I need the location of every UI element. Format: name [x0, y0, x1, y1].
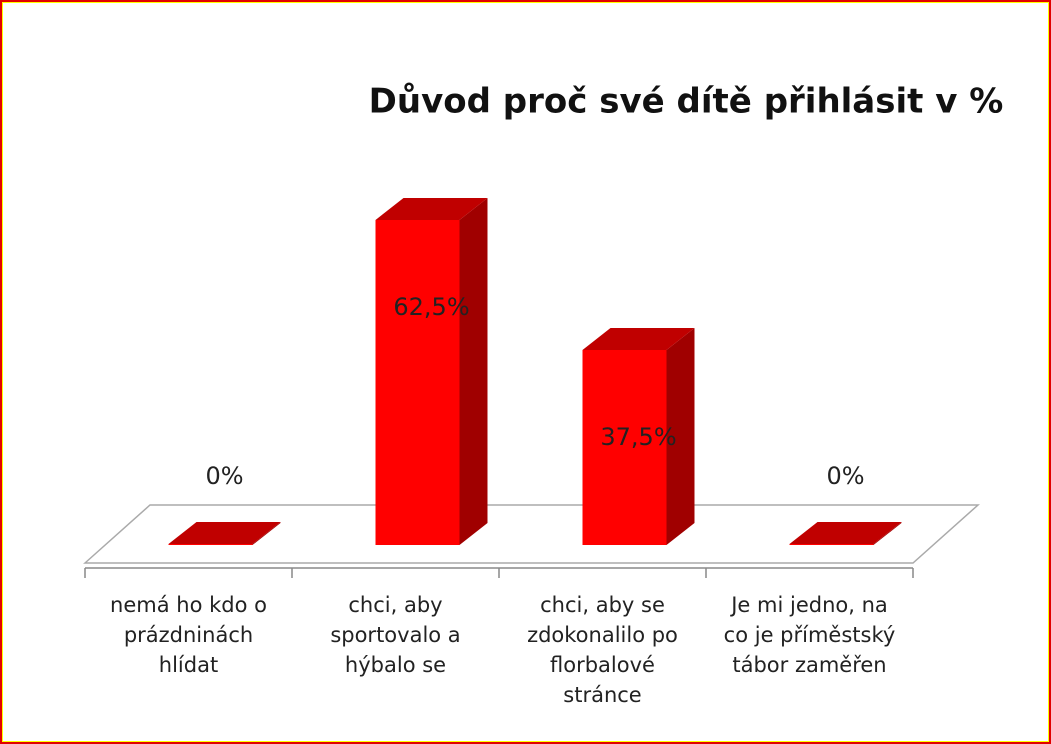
bar-side — [252, 522, 281, 545]
x-tick-label: chci, aby se zdokonalilo po florbalové s… — [527, 593, 678, 707]
data-label: 37,5% — [600, 423, 676, 451]
x-tick-label: Je mi jedno, na co je příměstský tábor z… — [723, 593, 896, 677]
bar — [582, 328, 695, 545]
bar-top — [789, 522, 902, 544]
data-label: 0% — [826, 462, 864, 490]
bar — [789, 522, 902, 545]
bar-front — [375, 220, 460, 545]
bar-top — [168, 522, 281, 544]
x-tick-label: chci, aby sportovalo a hýbalo se — [330, 593, 461, 677]
bar — [168, 522, 281, 545]
bar-front — [168, 544, 253, 545]
bar — [375, 198, 488, 545]
bar-top — [582, 328, 695, 350]
data-label: 62,5% — [393, 293, 469, 321]
bar-top — [375, 198, 488, 220]
chart-title: Důvod proč své dítě přihlásit v % — [369, 82, 1004, 122]
bar-side — [666, 328, 695, 545]
bar-front — [789, 544, 874, 545]
bar-side — [459, 198, 488, 545]
data-label: 0% — [205, 462, 243, 490]
bar-side — [873, 522, 902, 545]
bar-front — [582, 350, 667, 545]
x-tick-label: nemá ho kdo o prázdninách hlídat — [110, 593, 267, 677]
floor — [83, 504, 980, 564]
